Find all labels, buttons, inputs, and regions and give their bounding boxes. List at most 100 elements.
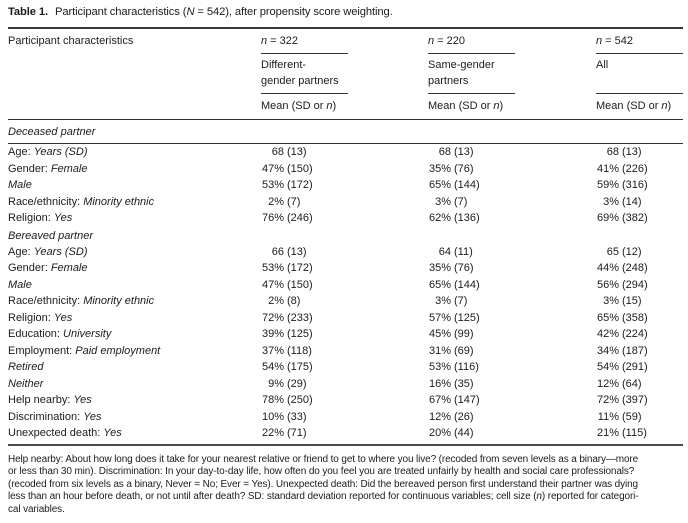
- table-row: Retired 54% (175) 53% (116) 54% (291): [8, 359, 683, 376]
- cell-value: 42% (224): [596, 326, 683, 343]
- cell-number: 3%: [603, 295, 619, 307]
- divider: [428, 53, 515, 54]
- cell-value: 78% (250): [261, 392, 428, 409]
- section-header: Deceased partner: [8, 126, 96, 138]
- cell-value: 47% (150): [261, 277, 428, 294]
- cell-value: 11% (59): [596, 409, 683, 426]
- divider: [596, 93, 683, 94]
- cell-number: 35%: [428, 262, 451, 274]
- column-n-label: n = 542: [596, 35, 634, 47]
- cell-value: 65% (144): [428, 177, 596, 194]
- cell-number: 47%: [261, 162, 284, 175]
- table-row: Employment: Paid employment 37% (118) 31…: [8, 343, 683, 360]
- cell-number: 56%: [596, 278, 619, 291]
- cell-parenthetical: (144): [454, 179, 480, 191]
- cell-number: 3%: [603, 195, 619, 208]
- table-row: Gender: Female 47% (150) 35% (76) 41% (2…: [8, 161, 683, 178]
- table-row: Help nearby: Yes 78% (250) 67% (147) 72%…: [8, 392, 683, 409]
- row-label: Education: University: [8, 328, 112, 340]
- cell-number: 10%: [261, 410, 284, 423]
- cell-number: 16%: [428, 377, 451, 390]
- cell-value: 44% (248): [596, 260, 683, 277]
- row-label: Race/ethnicity: Minority ethnic: [8, 295, 155, 307]
- cell-parenthetical: (76): [454, 262, 474, 274]
- table-footnote: Help nearby: About how long does it take…: [8, 454, 683, 517]
- cell-number: 57%: [428, 311, 451, 324]
- cell-parenthetical: (382): [622, 212, 648, 224]
- cell-value: 45% (99): [428, 326, 596, 343]
- cell-number: 54%: [596, 361, 619, 373]
- cell-value: 12% (26): [428, 409, 596, 426]
- cell-number: 69%: [596, 212, 619, 224]
- cell-number: 3%: [435, 195, 451, 208]
- cell-value: 3% (7): [428, 293, 596, 310]
- cell-number: 47%: [261, 278, 284, 291]
- cell-value: 3% (15): [596, 293, 683, 310]
- cell-value: 62% (136): [428, 210, 596, 227]
- cell-parenthetical: (118): [287, 344, 312, 357]
- cell-value: 69% (382): [596, 210, 683, 227]
- column-n-label: n = 220: [428, 35, 466, 47]
- cell-number: 72%: [261, 311, 284, 324]
- cell-parenthetical: (64): [622, 377, 642, 390]
- column-mean-label: Mean (SD or n): [596, 100, 672, 112]
- cell-value: 22% (71): [261, 425, 428, 442]
- cell-parenthetical: (125): [454, 311, 480, 324]
- row-label: Gender: Female: [8, 162, 88, 175]
- cell-parenthetical: (150): [287, 162, 313, 175]
- stat-column-header: n = 542 All Mean (SD or n): [596, 29, 683, 113]
- cell-number: 53%: [261, 262, 284, 274]
- table-row: Unexpected death: Yes 22% (71) 20% (44) …: [8, 425, 683, 442]
- row-label: Age: Years (SD): [8, 245, 88, 258]
- cell-parenthetical: (33): [287, 410, 307, 423]
- cell-number: 20%: [428, 427, 451, 439]
- cell-number: 9%: [268, 377, 284, 390]
- cell-number: 2%: [268, 195, 284, 208]
- cell-number: 76%: [261, 212, 284, 224]
- row-label: Neither: [8, 377, 44, 390]
- table-caption: Table 1. Participant characteristics (N …: [8, 6, 393, 18]
- cell-value: 56% (294): [596, 277, 683, 294]
- cell-value: 68 (13): [428, 144, 596, 161]
- cell-parenthetical: (11): [454, 245, 473, 258]
- cell-value: 53% (172): [261, 260, 428, 277]
- column-group-label: Different-gender partners: [261, 59, 339, 87]
- row-label: Discrimination: Yes: [8, 410, 102, 423]
- row-label: Gender: Female: [8, 262, 88, 274]
- cell-parenthetical: (115): [622, 427, 647, 439]
- cell-value: 76% (246): [261, 210, 428, 227]
- cell-value: 3% (7): [428, 194, 596, 211]
- column-group-label: Same-gender partners: [428, 59, 495, 87]
- divider-bottom: [8, 443, 683, 446]
- cell-parenthetical: (35): [454, 377, 474, 390]
- cell-number: 2%: [268, 295, 284, 307]
- cell-number: 65%: [596, 311, 619, 324]
- divider-section: [8, 143, 683, 144]
- divider-header: [8, 119, 683, 120]
- cell-parenthetical: (224): [622, 328, 648, 340]
- column-header-participant: Participant characteristics: [8, 35, 134, 47]
- cell-value: 72% (397): [596, 392, 683, 409]
- divider: [428, 93, 515, 94]
- cell-number: 11%: [597, 410, 619, 423]
- column-mean-label: Mean (SD or n): [261, 100, 337, 112]
- cell-number: 68: [438, 146, 451, 158]
- row-label: Retired: [8, 361, 44, 373]
- cell-parenthetical: (13): [454, 146, 474, 158]
- table-header: Participant characteristics n = 322 Diff…: [8, 29, 683, 113]
- cell-number: 12%: [596, 377, 619, 390]
- cell-value: 65 (12): [596, 244, 683, 261]
- row-label: Male: [8, 179, 32, 191]
- cell-value: 9% (29): [261, 376, 428, 393]
- cell-parenthetical: (99): [454, 328, 474, 340]
- cell-value: 59% (316): [596, 177, 683, 194]
- cell-parenthetical: (250): [287, 394, 313, 406]
- cell-value: 41% (226): [596, 161, 683, 178]
- column-group-label: All: [596, 59, 609, 71]
- cell-value: 53% (116): [428, 359, 596, 376]
- cell-value: 20% (44): [428, 425, 596, 442]
- cell-value: 37% (118): [261, 343, 428, 360]
- cell-parenthetical: (29): [287, 377, 307, 390]
- footnote-line: or less than 30 min). Discrimination: In…: [8, 466, 635, 477]
